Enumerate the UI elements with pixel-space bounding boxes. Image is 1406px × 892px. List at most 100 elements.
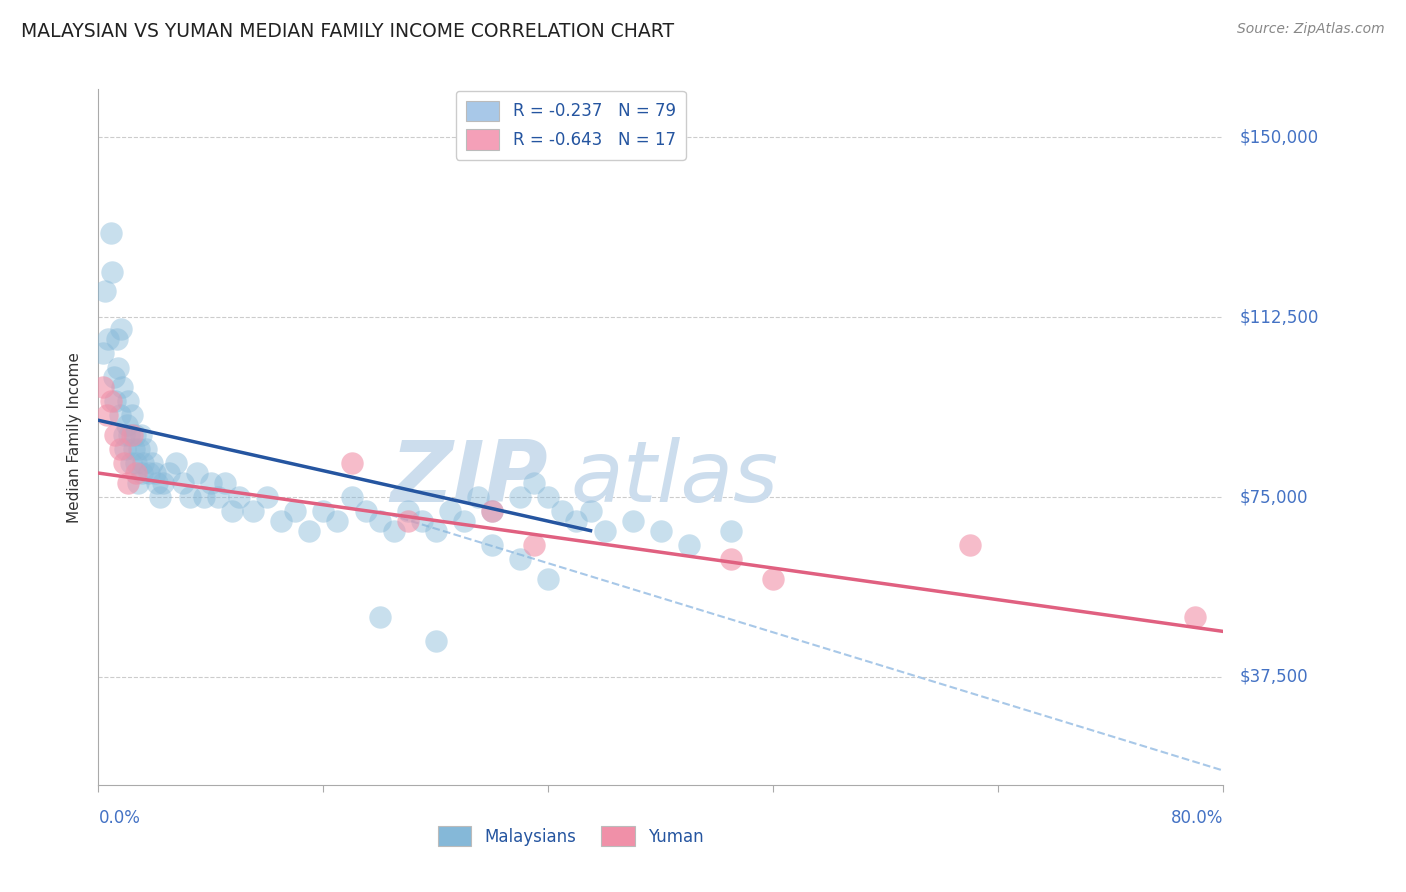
Point — [118, 427, 141, 442]
Point — [411, 514, 433, 528]
Point — [621, 514, 644, 528]
Point — [523, 538, 546, 552]
Point — [368, 514, 391, 528]
Point — [127, 475, 149, 490]
Point — [115, 418, 138, 433]
Point — [551, 504, 574, 518]
Point — [108, 442, 131, 456]
Point — [117, 394, 139, 409]
Point — [132, 457, 155, 471]
Point — [720, 524, 742, 538]
Point — [396, 514, 419, 528]
Text: atlas: atlas — [571, 437, 779, 520]
Point — [340, 457, 363, 471]
Point — [193, 490, 215, 504]
Point — [135, 442, 157, 456]
Text: 80.0%: 80.0% — [1171, 809, 1223, 827]
Point — [149, 490, 172, 504]
Point — [100, 226, 122, 240]
Point — [762, 572, 785, 586]
Point — [537, 490, 560, 504]
Point — [312, 504, 335, 518]
Point — [143, 466, 166, 480]
Text: $75,000: $75,000 — [1240, 488, 1309, 506]
Y-axis label: Median Family Income: Median Family Income — [67, 351, 83, 523]
Point — [128, 442, 150, 456]
Point — [425, 524, 447, 538]
Point — [481, 504, 503, 518]
Point — [112, 457, 135, 471]
Point — [96, 409, 118, 423]
Point — [172, 475, 194, 490]
Point — [207, 490, 229, 504]
Legend: Malaysians, Yuman: Malaysians, Yuman — [432, 820, 710, 853]
Point — [270, 514, 292, 528]
Point — [105, 332, 128, 346]
Point — [152, 475, 174, 490]
Point — [108, 409, 131, 423]
Point — [396, 504, 419, 518]
Point — [107, 360, 129, 375]
Point — [467, 490, 489, 504]
Point — [94, 284, 117, 298]
Point — [114, 442, 136, 456]
Text: $37,500: $37,500 — [1240, 668, 1309, 686]
Point — [579, 504, 602, 518]
Point — [125, 457, 148, 471]
Point — [124, 427, 146, 442]
Point — [122, 442, 145, 456]
Point — [720, 552, 742, 566]
Point — [326, 514, 349, 528]
Point — [186, 466, 208, 480]
Point — [120, 457, 142, 471]
Point — [650, 524, 672, 538]
Point — [146, 475, 169, 490]
Point — [112, 427, 135, 442]
Point — [242, 504, 264, 518]
Point — [537, 572, 560, 586]
Point — [453, 514, 475, 528]
Point — [439, 504, 461, 518]
Point — [523, 475, 546, 490]
Text: Source: ZipAtlas.com: Source: ZipAtlas.com — [1237, 22, 1385, 37]
Point — [509, 490, 531, 504]
Point — [284, 504, 307, 518]
Text: $150,000: $150,000 — [1240, 128, 1319, 146]
Point — [214, 475, 236, 490]
Point — [121, 409, 143, 423]
Point — [298, 524, 321, 538]
Point — [157, 466, 180, 480]
Point — [509, 552, 531, 566]
Text: MALAYSIAN VS YUMAN MEDIAN FAMILY INCOME CORRELATION CHART: MALAYSIAN VS YUMAN MEDIAN FAMILY INCOME … — [21, 22, 675, 41]
Point — [593, 524, 616, 538]
Point — [425, 634, 447, 648]
Point — [111, 380, 134, 394]
Point — [131, 466, 153, 480]
Point — [678, 538, 700, 552]
Point — [340, 490, 363, 504]
Point — [200, 475, 222, 490]
Point — [354, 504, 377, 518]
Point — [959, 538, 981, 552]
Point — [103, 370, 125, 384]
Point — [481, 538, 503, 552]
Text: $112,500: $112,500 — [1240, 308, 1319, 326]
Point — [1184, 610, 1206, 624]
Point — [104, 427, 127, 442]
Point — [256, 490, 278, 504]
Point — [141, 457, 163, 471]
Point — [228, 490, 250, 504]
Point — [121, 427, 143, 442]
Point — [382, 524, 405, 538]
Text: ZIP: ZIP — [391, 437, 548, 520]
Point — [138, 466, 160, 480]
Point — [368, 610, 391, 624]
Point — [104, 394, 127, 409]
Text: 0.0%: 0.0% — [98, 809, 141, 827]
Point — [101, 264, 124, 278]
Point — [179, 490, 201, 504]
Point — [91, 380, 114, 394]
Point — [125, 466, 148, 480]
Point — [117, 475, 139, 490]
Point — [565, 514, 588, 528]
